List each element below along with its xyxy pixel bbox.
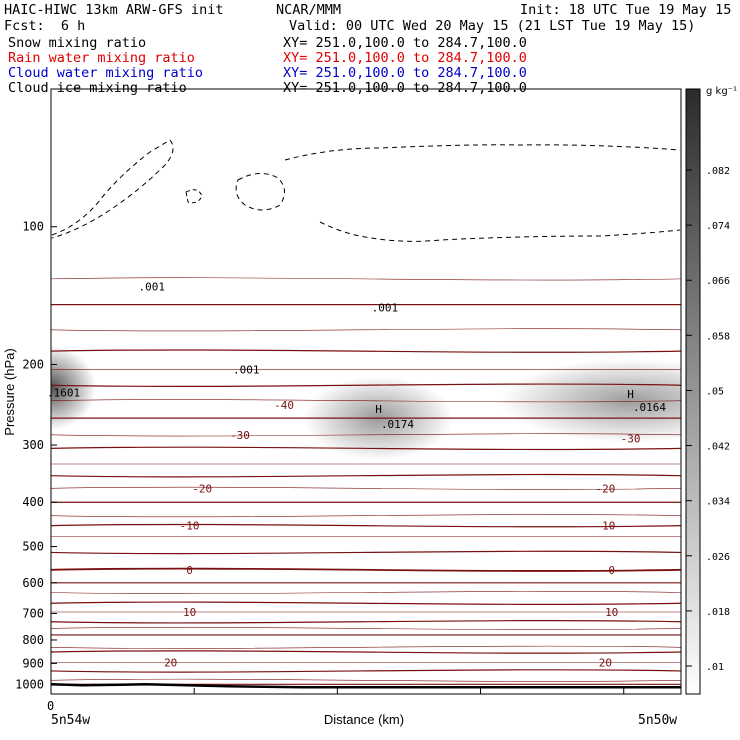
terrain-line xyxy=(51,683,681,689)
y-tick-label: 200 xyxy=(22,357,44,371)
maximum-label: .0164 xyxy=(633,401,666,414)
maximum-label: .0174 xyxy=(381,418,414,431)
colorbar-tick-label: .026 xyxy=(706,552,730,563)
isotherm-label: 20 xyxy=(164,656,177,669)
y-axis-label: Pressure (hPa) xyxy=(2,348,17,435)
field-label-cloud-water: Cloud water mixing ratio xyxy=(8,65,204,81)
isotherm-line xyxy=(51,678,681,682)
isotherm-line xyxy=(51,383,681,387)
isotherm-line xyxy=(51,433,681,437)
colorbar-tick-label: .066 xyxy=(706,276,730,287)
contour-label: .001 xyxy=(372,301,399,314)
isotherm-line xyxy=(51,601,681,605)
y-tick-label: 300 xyxy=(22,438,44,452)
y-tick-label: 1000 xyxy=(15,677,44,691)
cross-section-cloud-water: XY= 251.0,100.0 to 284.7,100.0 xyxy=(283,65,527,81)
isotherm-line xyxy=(51,645,681,649)
isotherm-label: -20 xyxy=(192,482,212,495)
cross-section-cloud-ice: XY= 251.0,100.0 to 284.7,100.0 xyxy=(283,80,527,96)
isotherm-label: 20 xyxy=(599,656,612,669)
cloud-ice-contour-small xyxy=(185,189,203,204)
field-label-snow: Snow mixing ratio xyxy=(8,35,147,51)
cloud-ice-contour-blob xyxy=(235,173,285,211)
colorbar-tick-label: .01 xyxy=(706,662,724,673)
isotherm-label: -40 xyxy=(274,399,294,412)
isotherm-line xyxy=(51,627,681,630)
isotherm-label: -30 xyxy=(230,429,250,442)
x-axis-label: Distance (km) xyxy=(324,712,404,727)
colorbar-tick-label: .034 xyxy=(706,497,730,508)
maximum-label: .1601 xyxy=(47,386,80,399)
colorbar-tick-label: .042 xyxy=(706,442,730,453)
y-tick-label: 700 xyxy=(22,606,44,620)
isotherm-line xyxy=(51,669,681,673)
colorbar-tick-label: .018 xyxy=(706,607,730,618)
maximum-label: H xyxy=(627,388,634,401)
isotherm-label: 0 xyxy=(186,564,193,577)
contour-label: .001 xyxy=(233,363,260,376)
organization-label: NCAR/MMM xyxy=(276,2,342,18)
y-tick-label: 800 xyxy=(22,633,44,647)
y-tick-label: 100 xyxy=(22,220,44,234)
colorbar-unit: g kg⁻¹ xyxy=(706,86,737,97)
init-time: Init: 18 UTC Tue 19 May 15 xyxy=(520,2,732,18)
isotherm-label: 10 xyxy=(183,606,196,619)
cross-section-rain: XY= 251.0,100.0 to 284.7,100.0 xyxy=(283,50,527,66)
y-tick-label: 900 xyxy=(22,656,44,670)
isotherm-label: -20 xyxy=(595,482,615,495)
isotherm-line xyxy=(51,567,681,572)
isotherm-line xyxy=(51,277,681,281)
cross-section-snow: XY= 251.0,100.0 to 284.7,100.0 xyxy=(283,35,527,51)
colorbar-tick-label: .074 xyxy=(706,221,730,232)
isotherm-line xyxy=(51,486,681,490)
field-label-rain: Rain water mixing ratio xyxy=(8,50,195,66)
isotherm-label: 10 xyxy=(605,606,618,619)
colorbar-tick-label: .05 xyxy=(706,386,724,397)
y-tick-label: 400 xyxy=(22,495,44,509)
isotherm-line xyxy=(51,523,681,528)
isotherm-line xyxy=(51,399,681,403)
maximum-label: H xyxy=(375,403,382,416)
isotherm-label: -30 xyxy=(621,432,641,445)
y-tick-label: 500 xyxy=(22,540,44,554)
isotherm-line xyxy=(51,473,681,478)
colorbar-tick-label: .058 xyxy=(706,331,730,342)
valid-time: Valid: 00 UTC Wed 20 May 15 (21 LST Tue … xyxy=(289,18,696,34)
isotherm-label: 0 xyxy=(608,564,615,577)
cloud-ice-contour-left xyxy=(51,139,174,239)
x-end-label: 5n50w xyxy=(638,713,677,728)
isotherm-label: -10 xyxy=(595,520,615,533)
colorbar-tick-label: .082 xyxy=(706,166,730,177)
plot-frame xyxy=(50,88,682,695)
shading-blob xyxy=(51,345,96,430)
model-title: HAIC-HIWC 13km ARW-GFS init xyxy=(4,2,224,18)
isotherm-line xyxy=(51,349,681,353)
isotherm-line xyxy=(51,514,681,518)
isotherm-line xyxy=(51,328,681,332)
isotherm-label: -10 xyxy=(180,520,200,533)
cloud-ice-contour-lower xyxy=(319,221,681,242)
field-label-cloud-ice: Cloud ice mixing ratio xyxy=(8,80,187,96)
x-start-label: 5n54w xyxy=(51,713,90,728)
isotherm-line xyxy=(51,620,681,624)
x-tick-label: 0 xyxy=(47,699,54,713)
isotherm-line xyxy=(51,550,681,555)
contour-label: .001 xyxy=(139,280,166,293)
isotherm-line xyxy=(51,446,681,451)
y-tick-label: 600 xyxy=(22,576,44,590)
cloud-ice-contour-upper xyxy=(284,144,681,161)
shading-blob xyxy=(500,358,681,443)
isotherm-line xyxy=(51,650,681,654)
colorbar xyxy=(685,88,701,695)
isotherm-line xyxy=(51,591,681,594)
forecast-hour: Fcst: 6 h xyxy=(4,18,86,34)
